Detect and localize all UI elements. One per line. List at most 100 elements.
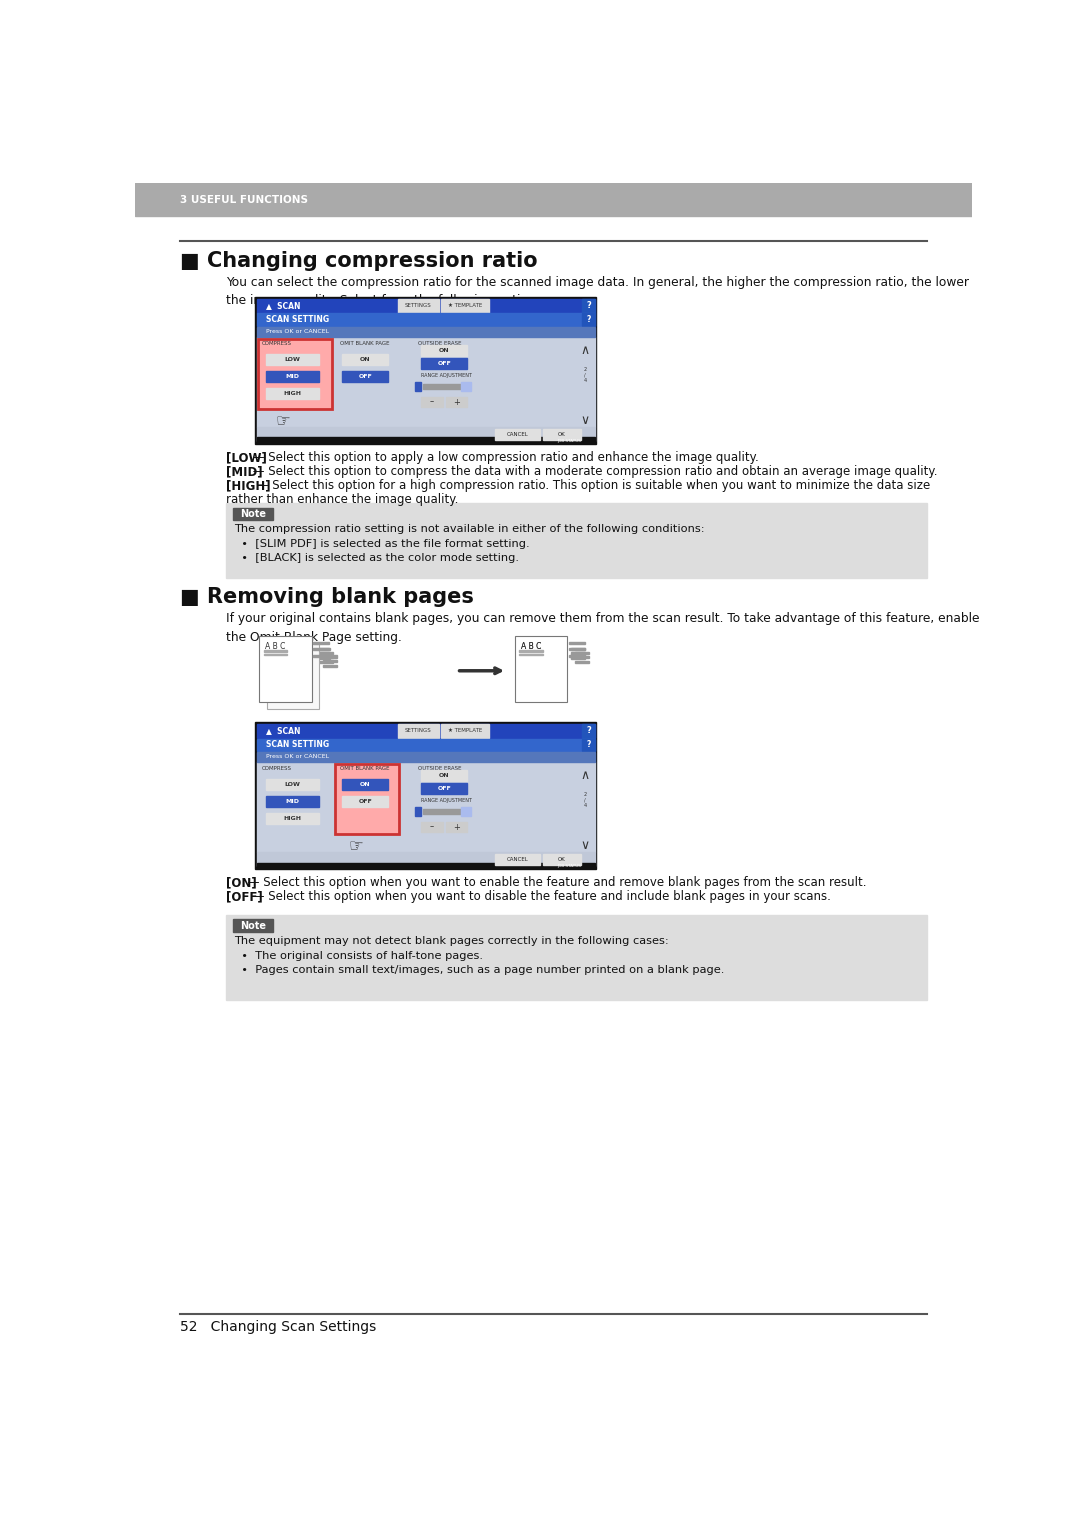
Text: ▲  SCAN: ▲ SCAN (266, 726, 300, 735)
Bar (582, 299, 595, 313)
Bar (323, 665, 337, 666)
Text: HIGH: HIGH (283, 816, 301, 821)
Bar (266, 779, 319, 790)
Bar (582, 738, 595, 750)
Text: ■ Removing blank pages: ■ Removing blank pages (180, 587, 474, 607)
Bar (227, 915, 927, 999)
Text: ∨: ∨ (581, 414, 590, 428)
Bar (441, 724, 489, 738)
Text: ★ TEMPLATE: ★ TEMPLATE (448, 729, 482, 733)
Text: SETTINGS: SETTINGS (405, 303, 432, 309)
Bar (441, 299, 489, 313)
Text: SCAN SETTING: SCAN SETTING (266, 315, 329, 324)
Bar (323, 660, 337, 662)
Bar (582, 313, 595, 325)
Text: A B C: A B C (521, 642, 541, 651)
Bar (519, 649, 542, 651)
Bar (266, 813, 319, 824)
Text: 2
/
4: 2 / 4 (583, 792, 586, 808)
Bar (461, 807, 471, 816)
Bar (415, 807, 421, 816)
Bar (257, 762, 595, 851)
Text: –: – (430, 822, 434, 831)
Text: [HIGH]: [HIGH] (227, 480, 271, 492)
Text: RANGE ADJUSTMENT: RANGE ADJUSTMENT (421, 373, 472, 377)
Bar (543, 854, 581, 865)
Bar (135, 183, 972, 215)
Text: ON: ON (360, 358, 370, 362)
Text: +: + (454, 822, 460, 831)
Bar (421, 345, 468, 356)
Bar (496, 429, 540, 440)
Text: RANGE ADJUSTMENT: RANGE ADJUSTMENT (421, 798, 472, 802)
Text: — Select this option to compress the data with a moderate compression ratio and : — Select this option to compress the dat… (248, 465, 937, 478)
Text: ?: ? (586, 726, 591, 735)
Text: A B C: A B C (266, 642, 285, 651)
Bar (323, 656, 337, 657)
Bar (496, 854, 540, 865)
Bar (576, 656, 590, 659)
Bar (315, 657, 329, 659)
Bar (266, 371, 319, 382)
Text: 3 USEFUL FUNCTIONS: 3 USEFUL FUNCTIONS (180, 194, 308, 205)
Text: CANCEL: CANCEL (507, 432, 529, 437)
Text: ∨: ∨ (581, 839, 590, 853)
Bar (257, 738, 595, 750)
Text: — Select this option for a high compression ratio. This option is suitable when : — Select this option for a high compress… (254, 480, 931, 492)
Bar (313, 642, 328, 645)
Text: ☞: ☞ (275, 413, 291, 431)
Text: [ON]: [ON] (227, 877, 257, 889)
Text: OFF: OFF (437, 361, 451, 367)
Bar (569, 642, 584, 645)
Bar (399, 724, 438, 738)
Text: ?: ? (586, 315, 591, 324)
Bar (519, 654, 542, 656)
Bar (576, 651, 590, 654)
Bar (582, 724, 595, 738)
Text: CANCEL: CANCEL (507, 857, 529, 862)
Bar (258, 339, 332, 410)
Text: 2
/
4: 2 / 4 (583, 367, 586, 384)
Text: Press OK or CANCEL: Press OK or CANCEL (266, 755, 329, 759)
Bar (342, 354, 389, 365)
Text: OFF: OFF (359, 374, 372, 379)
Bar (257, 724, 595, 738)
Text: COMPRESS: COMPRESS (261, 766, 292, 772)
Bar (335, 764, 399, 834)
Text: rather than enhance the image quality.: rather than enhance the image quality. (227, 494, 459, 506)
Text: OFF: OFF (359, 799, 372, 804)
Bar (421, 784, 468, 795)
Text: The compression ratio setting is not available in either of the following condit: The compression ratio setting is not ava… (234, 524, 705, 564)
Bar (264, 654, 287, 656)
Text: Note: Note (240, 921, 266, 931)
Bar (255, 298, 596, 443)
Bar (313, 654, 328, 657)
Text: LOW: LOW (284, 358, 300, 362)
Text: OFF: OFF (437, 785, 451, 792)
Text: LOW: LOW (284, 782, 300, 787)
Text: OUTSIDE ERASE: OUTSIDE ERASE (418, 341, 461, 347)
Text: OMIT BLANK PAGE: OMIT BLANK PAGE (340, 766, 390, 772)
Bar (227, 503, 927, 579)
Bar (257, 299, 595, 313)
Text: [LOW]: [LOW] (227, 451, 268, 465)
Text: JOB STATUS: JOB STATUS (557, 863, 581, 868)
Bar (571, 657, 585, 659)
Bar (266, 796, 319, 807)
Text: If your original contains blank pages, you can remove them from the scan result.: If your original contains blank pages, y… (227, 613, 980, 643)
Text: A B C: A B C (521, 642, 541, 651)
Bar (264, 649, 287, 651)
Bar (461, 382, 471, 391)
Text: OK: OK (558, 432, 566, 437)
Bar (515, 636, 567, 701)
Text: SCAN SETTING: SCAN SETTING (266, 740, 329, 749)
Text: HIGH: HIGH (283, 391, 301, 396)
Bar (422, 810, 463, 814)
Bar (421, 770, 468, 781)
Bar (421, 358, 468, 368)
Bar (421, 397, 443, 406)
Bar (257, 327, 595, 336)
Text: OMIT BLANK PAGE: OMIT BLANK PAGE (340, 341, 390, 347)
Bar (259, 636, 312, 701)
Bar (342, 371, 389, 382)
